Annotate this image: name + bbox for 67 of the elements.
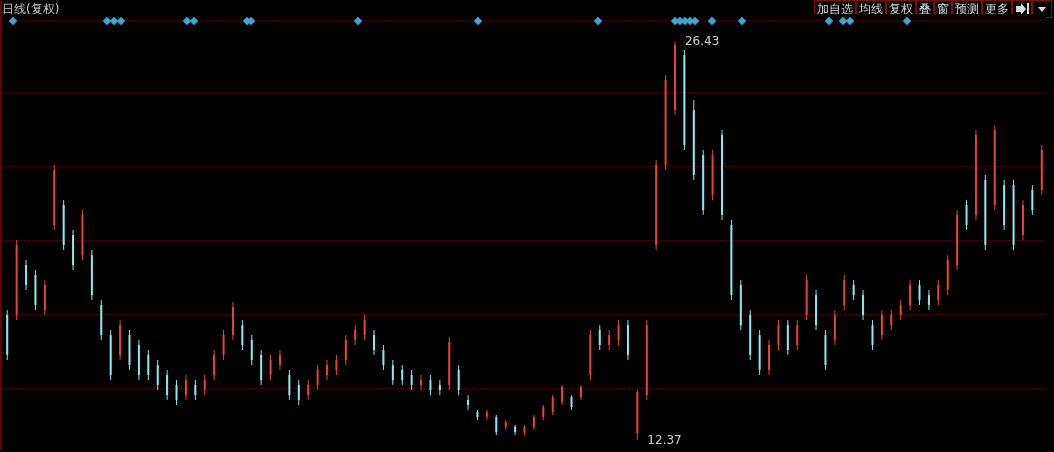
annotation: 窗 [934,0,952,18]
candlestick [551,394,554,416]
candlestick [222,329,225,361]
candlestick [608,329,611,351]
candlestick [899,299,902,321]
candlestick [194,379,197,401]
candlestick [316,364,319,391]
candlestick [326,359,328,381]
candlestick [438,379,441,396]
candlestick [796,319,799,351]
candlestick [166,369,169,401]
candlestick [890,309,893,331]
candlestick [852,279,855,301]
candlestick [617,319,620,346]
candlestick [420,374,423,391]
candlestick [213,349,216,381]
candlestick [673,40,676,116]
candlestick [918,279,921,306]
chart-title: 日线(复权) [2,1,60,18]
candlestick [401,364,404,386]
candlestick [598,324,601,351]
annotation: 均线 [856,0,886,18]
candlestick [184,374,187,401]
candlestick [363,314,366,341]
candlestick [1031,184,1034,216]
candlestick [485,409,488,421]
candlestick [354,324,357,346]
annotation: 更多 [982,0,1012,18]
candlestick [203,374,206,396]
candlestick [335,354,338,376]
candlestick [495,414,498,436]
candlestick [862,289,865,321]
candlestick [25,259,28,291]
candlestick [156,359,159,391]
candlestick [307,379,310,401]
candlestick [269,354,272,381]
candlestick [880,309,883,341]
candlestick [391,359,394,386]
candlestick [777,319,780,351]
candlestick [410,369,413,391]
candlestick [909,279,912,311]
annotation: 加自选 [814,0,856,18]
candlestick [871,319,874,351]
candlestick [561,384,564,406]
candlestick [278,349,281,371]
candlestick [297,379,300,406]
candlestick [175,379,178,406]
candlestick [429,374,432,396]
annotation: 预测 [952,0,982,18]
candlestick [344,334,347,366]
candlestick [721,129,723,221]
candlestick [373,329,376,356]
candlestick [965,199,968,231]
candlestick [467,394,470,411]
annotation: 12.37 [647,432,682,447]
annotation: 26.43 [684,34,720,49]
candlestick [457,364,460,396]
candlestick [382,344,385,371]
candlestick [927,289,930,311]
candlestick [937,279,940,306]
candlestick [147,349,150,381]
candlestick [288,369,291,401]
annotation: 叠 [916,0,934,18]
annotation: 复权 [886,0,916,18]
candlestick [514,424,517,436]
candlestick [241,319,244,351]
candlestick [250,334,253,366]
